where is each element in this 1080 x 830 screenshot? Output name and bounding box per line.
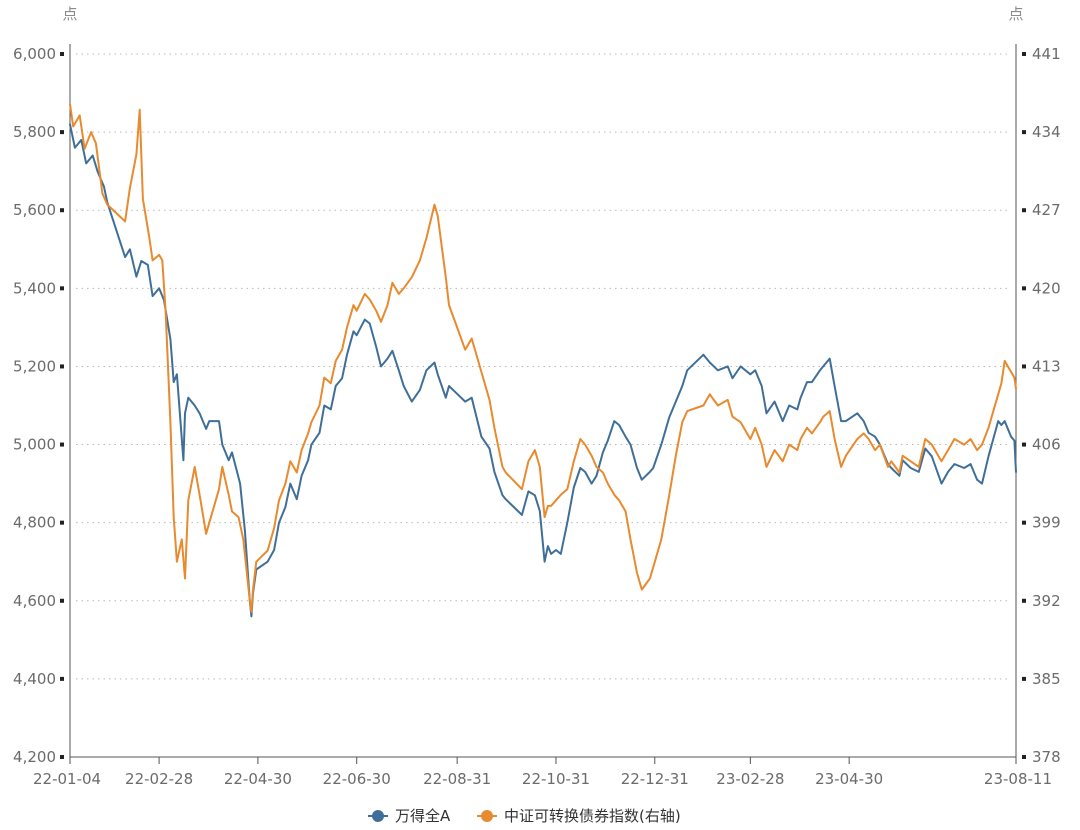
legend: 万得全A 中证可转换债券指数(右轴)	[368, 807, 681, 825]
left-tick-label: 5,600	[13, 201, 56, 219]
right-tick-label: 392	[1032, 592, 1061, 610]
right-tick-label: 406	[1032, 436, 1061, 454]
left-tick-mark	[60, 130, 64, 135]
right-tick-mark	[1022, 52, 1026, 56]
x-tick-label: 22-01-04	[33, 770, 101, 788]
left-tick-label: 4,400	[13, 670, 56, 688]
legend-label-wande: 万得全A	[395, 807, 451, 825]
left-tick-label: 5,400	[13, 279, 56, 297]
left-tick-label: 4,800	[13, 514, 56, 532]
x-tick-label: 22-08-31	[423, 770, 491, 788]
legend-swatch-dot	[481, 810, 493, 822]
legend-item-wande: 万得全A	[368, 807, 451, 825]
right-tick-label: 420	[1032, 279, 1061, 297]
right-tick-label: 413	[1032, 357, 1061, 375]
left-tick-mark	[60, 208, 64, 213]
series-line-1	[69, 103, 1017, 613]
axes: 点 点 4,200 4,400 4,600 4,800 5,000 5,200 5,400 5…	[13, 5, 1061, 788]
legend-label-cbindex: 中证可转换债券指数(右轴)	[504, 807, 681, 825]
right-tick-label: 385	[1032, 670, 1061, 688]
right-axis-unit: 点	[1008, 5, 1023, 23]
left-axis-unit: 点	[62, 5, 77, 23]
right-tick-mark	[1022, 130, 1026, 135]
right-tick-label: 441	[1032, 45, 1061, 63]
left-tick-label: 4,600	[13, 592, 56, 610]
right-tick-mark	[1022, 676, 1026, 681]
x-tick-label: 23-04-30	[815, 770, 883, 788]
left-tick-mark	[60, 286, 64, 291]
left-tick-mark	[60, 364, 64, 369]
right-tick-label: 399	[1032, 514, 1061, 532]
legend-item-cbindex: 中证可转换债券指数(右轴)	[477, 807, 681, 825]
grid	[76, 53, 1010, 680]
left-tick-label: 6,000	[13, 45, 56, 63]
left-tick-mark	[60, 442, 64, 447]
x-tick-label: 22-06-30	[323, 770, 391, 788]
right-tick-label: 434	[1032, 123, 1061, 141]
x-tick-label: 23-02-28	[716, 770, 784, 788]
right-tick-mark	[1022, 755, 1026, 759]
series-line-0	[69, 123, 1017, 618]
right-tick-mark	[1022, 364, 1026, 369]
left-tick-label: 5,200	[13, 357, 56, 375]
right-tick-mark	[1022, 208, 1026, 213]
right-tick-mark	[1022, 442, 1026, 447]
left-tick-mark	[60, 676, 64, 681]
right-tick-mark	[1022, 520, 1026, 525]
left-tick-mark	[60, 52, 64, 56]
left-tick-mark	[60, 520, 64, 525]
right-tick-mark	[1022, 286, 1026, 291]
x-tick-label: 22-02-28	[125, 770, 193, 788]
x-tick-label: 22-04-30	[224, 770, 292, 788]
left-tick-label: 5,800	[13, 123, 56, 141]
right-tick-mark	[1022, 598, 1026, 603]
right-tick-label: 378	[1032, 748, 1061, 766]
left-tick-label: 5,000	[13, 436, 56, 454]
series	[69, 103, 1017, 618]
left-tick-label: 4,200	[13, 748, 56, 766]
x-tick-label: 23-08-11	[984, 770, 1052, 788]
legend-swatch-dot	[372, 810, 384, 822]
left-tick-mark	[60, 598, 64, 603]
x-tick-label: 22-10-31	[522, 770, 590, 788]
right-tick-label: 427	[1032, 201, 1061, 219]
left-tick-mark	[60, 755, 64, 759]
x-tick-label: 22-12-31	[621, 770, 689, 788]
